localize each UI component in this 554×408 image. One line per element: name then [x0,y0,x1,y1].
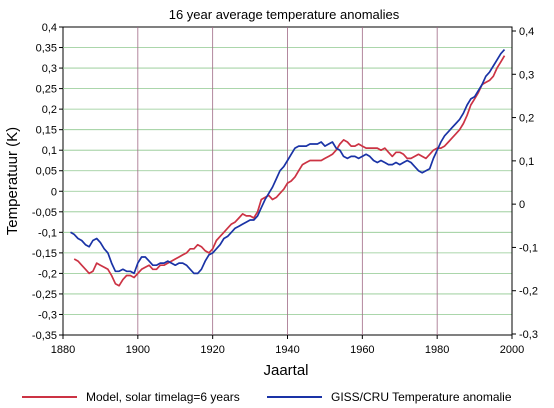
y-tick-label: -0,2 [38,268,57,280]
y2-tick-label: -0,2 [519,286,538,298]
legend: Model, solar timelag=6 years GISS/CRU Te… [22,390,512,404]
legend-label-model: Model, solar timelag=6 years [86,390,240,404]
y-axis: 0,4 0,35 0,3 0,25 0,2 0,15 0,1 0,05 0 -0,05 -0,1 -0… [32,22,63,342]
y-tick-label: 0,3 [42,63,57,75]
series-line-model [73,55,506,287]
x-tick-label: 1980 [425,344,449,356]
y-tick-label: 0,25 [36,84,57,96]
y-tick-label: 0 [51,186,57,198]
grid [63,27,512,335]
x-tick-label: 1940 [275,344,299,356]
y-tick-label: -0,15 [32,248,57,260]
y2-tick-label: 0 [519,199,525,211]
y2-tick-label: 0,1 [519,156,534,168]
series-lines [70,49,506,287]
y2-tick-label: -0,1 [519,242,538,254]
y2-tick-label: -0,3 [519,329,538,341]
y2-tick-label: 0,2 [519,113,534,125]
y-tick-label: 0,4 [42,22,57,34]
y-tick-label: 0,05 [36,166,57,178]
y-tick-label: -0,1 [38,227,57,239]
series-line-giss-cru [70,49,506,275]
x-axis: 1880 1900 1920 1940 1960 1980 2000 [51,335,524,356]
y-axis-label: Temperatuur (K) [4,127,21,235]
y-tick-label: -0,3 [38,309,57,321]
y-tick-label: -0,25 [32,289,57,301]
y-tick-label: 0,15 [36,125,57,137]
y2-tick-label: 0,4 [519,26,534,38]
y-tick-label: 0,2 [42,104,57,116]
x-tick-label: 1960 [350,344,374,356]
chart-title: 16 year average temperature anomalies [169,7,400,22]
legend-label-giss-cru: GISS/CRU Temperature anomalie [331,390,512,404]
y-tick-label: -0,35 [32,330,57,342]
y-tick-label: 0,35 [36,43,57,55]
x-axis-label: Jaartal [263,362,308,379]
x-tick-label: 1880 [51,344,75,356]
y2-tick-label: 0,3 [519,69,534,81]
x-tick-label: 1900 [126,344,150,356]
y-tick-label: 0,1 [42,145,57,157]
y2-axis: 0,4 0,3 0,2 0,1 0 -0,1 -0,2 -0,3 [511,26,538,341]
y-tick-label: -0,05 [32,207,57,219]
x-tick-label: 1920 [200,344,224,356]
x-tick-label: 2000 [500,344,524,356]
